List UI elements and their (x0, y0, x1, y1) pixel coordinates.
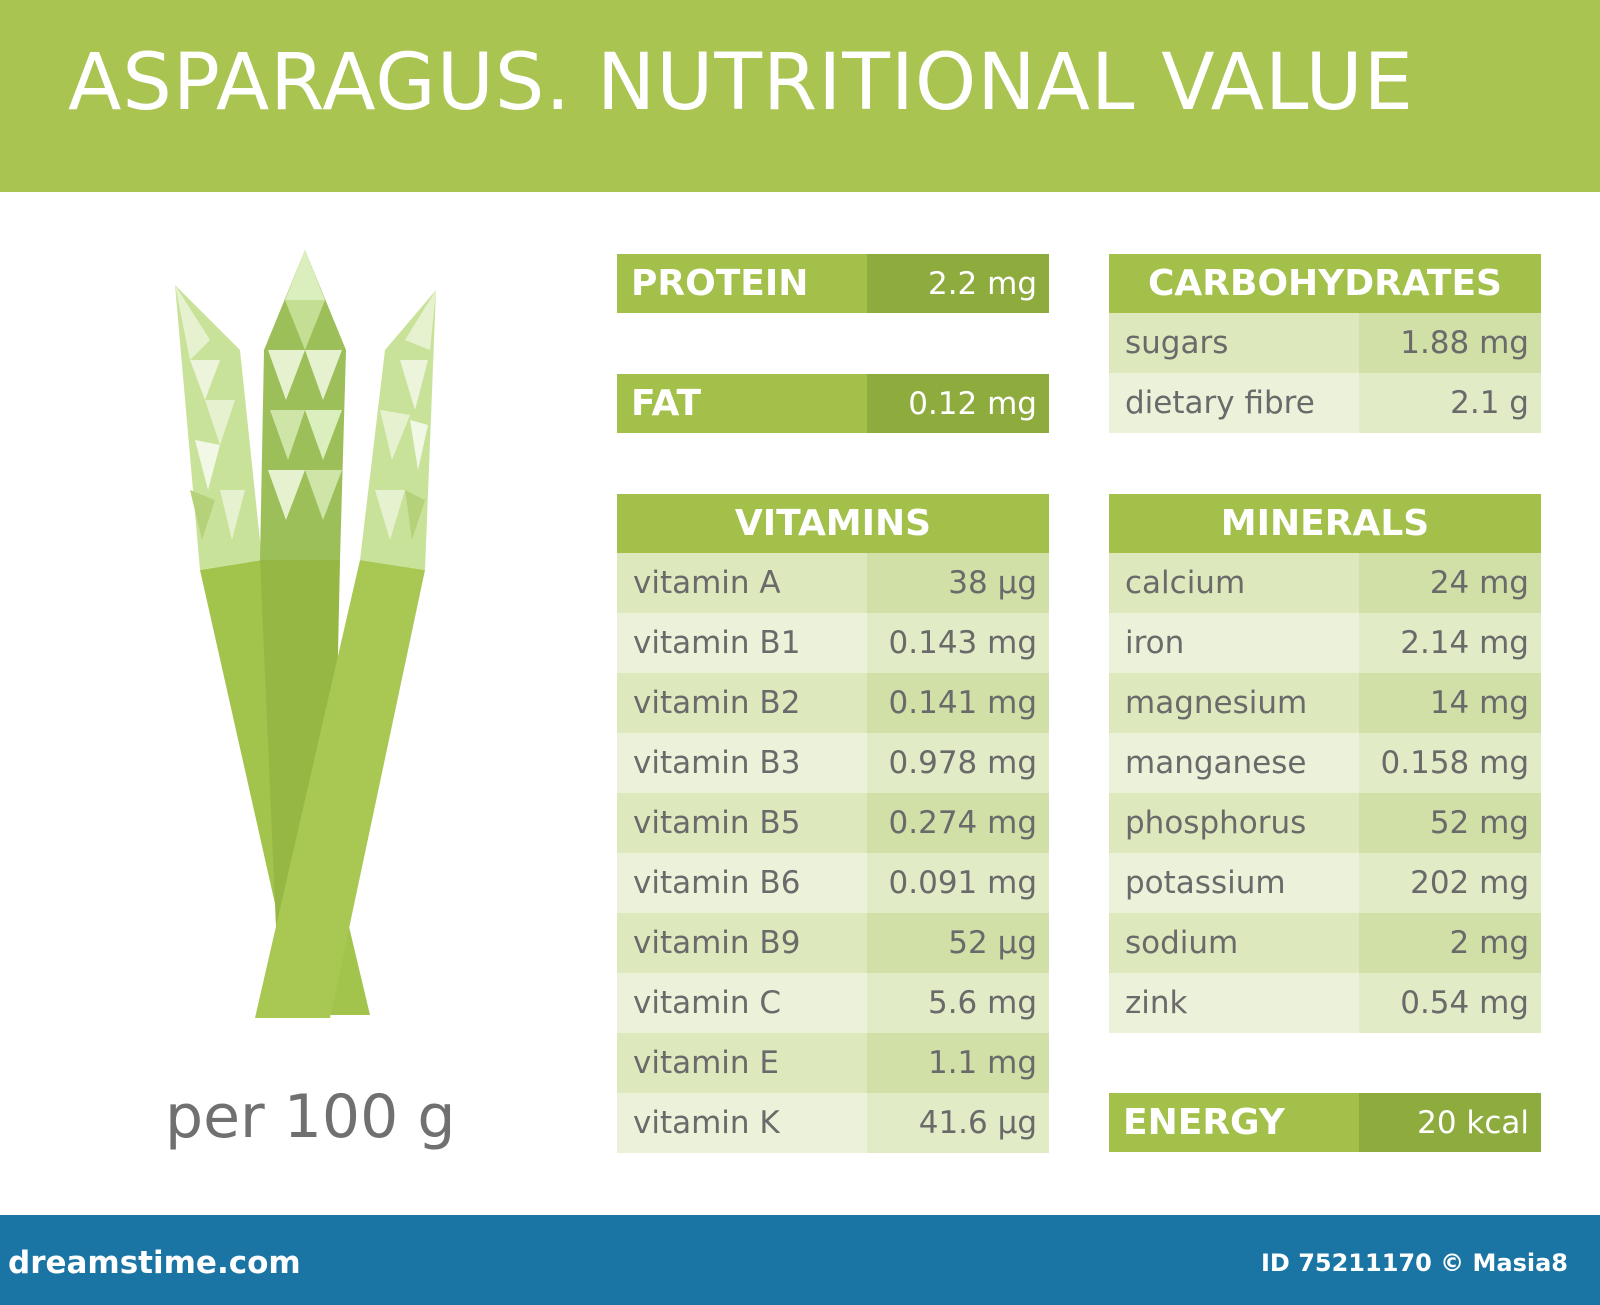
energy-value: 20 kcal (1359, 1093, 1541, 1152)
nutrient-value: 0.091 mg (867, 853, 1049, 913)
list-item: manganese 0.158 mg (1109, 733, 1541, 793)
nutrient-name: sugars (1109, 313, 1359, 373)
list-item: sugars 1.88 mg (1109, 313, 1541, 373)
nutrient-name: phosphorus (1109, 793, 1359, 853)
list-item: phosphorus 52 mg (1109, 793, 1541, 853)
footer-bar: dreamstime.com ID 75211170 © Masia8 (0, 1215, 1600, 1305)
list-item: sodium 2 mg (1109, 913, 1541, 973)
fat-card: FAT 0.12 mg (617, 374, 1049, 433)
nutrient-value: 0.274 mg (867, 793, 1049, 853)
nutrient-value: 0.978 mg (867, 733, 1049, 793)
nutrient-value: 2.14 mg (1359, 613, 1541, 673)
list-item: magnesium 14 mg (1109, 673, 1541, 733)
protein-card: PROTEIN 2.2 mg (617, 254, 1049, 313)
serving-label: per 100 g (165, 1082, 456, 1152)
nutrient-name: magnesium (1109, 673, 1359, 733)
nutrient-name: vitamin C (617, 973, 867, 1033)
nutrient-name: vitamin B1 (617, 613, 867, 673)
nutrient-name: vitamin B6 (617, 853, 867, 913)
minerals-header: MINERALS (1109, 494, 1541, 553)
list-item: vitamin K 41.6 µg (617, 1093, 1049, 1153)
page-title: ASPARAGUS. NUTRITIONAL VALUE (68, 38, 1414, 128)
list-item: vitamin B9 52 µg (617, 913, 1049, 973)
nutrient-value: 14 mg (1359, 673, 1541, 733)
fat-label: FAT (617, 374, 867, 433)
footer-logo[interactable]: dreamstime.com (8, 1245, 301, 1281)
nutrient-value: 202 mg (1359, 853, 1541, 913)
nutrient-value: 2.1 g (1359, 373, 1541, 433)
nutrient-name: sodium (1109, 913, 1359, 973)
minerals-card: MINERALS calcium 24 mg iron 2.14 mg magn… (1109, 494, 1541, 1033)
carbohydrates-header: CARBOHYDRATES (1109, 254, 1541, 313)
nutrient-value: 0.143 mg (867, 613, 1049, 673)
list-item: potassium 202 mg (1109, 853, 1541, 913)
asparagus-icon (175, 250, 436, 1018)
energy-card: ENERGY 20 kcal (1109, 1093, 1541, 1152)
list-item: calcium 24 mg (1109, 553, 1541, 613)
carbohydrates-card: CARBOHYDRATES sugars 1.88 mg dietary fib… (1109, 254, 1541, 433)
image-id: ID 75211170 © Masia8 (1261, 1249, 1568, 1277)
list-item: vitamin B3 0.978 mg (617, 733, 1049, 793)
nutrient-value: 24 mg (1359, 553, 1541, 613)
nutrient-name: vitamin B3 (617, 733, 867, 793)
nutrient-name: vitamin B2 (617, 673, 867, 733)
fat-value: 0.12 mg (867, 374, 1049, 433)
right-spear (255, 290, 436, 1018)
nutrient-name: vitamin B9 (617, 913, 867, 973)
list-item: vitamin C 5.6 mg (617, 973, 1049, 1033)
nutrient-name: vitamin E (617, 1033, 867, 1093)
nutrient-name: potassium (1109, 853, 1359, 913)
list-item: zink 0.54 mg (1109, 973, 1541, 1033)
list-item: vitamin B1 0.143 mg (617, 613, 1049, 673)
header-banner: ASPARAGUS. NUTRITIONAL VALUE (0, 0, 1600, 192)
nutrient-name: vitamin A (617, 553, 867, 613)
nutrient-name: dietary fibre (1109, 373, 1359, 433)
nutrient-value: 5.6 mg (867, 973, 1049, 1033)
list-item: dietary fibre 2.1 g (1109, 373, 1541, 433)
list-item: vitamin E 1.1 mg (617, 1033, 1049, 1093)
nutrient-value: 0.141 mg (867, 673, 1049, 733)
nutrient-name: iron (1109, 613, 1359, 673)
nutrient-value: 41.6 µg (867, 1093, 1049, 1153)
nutrient-value: 1.1 mg (867, 1033, 1049, 1093)
nutrient-name: zink (1109, 973, 1359, 1033)
vitamins-header: VITAMINS (617, 494, 1049, 553)
nutrient-value: 52 µg (867, 913, 1049, 973)
nutrient-value: 52 mg (1359, 793, 1541, 853)
list-item: vitamin B2 0.141 mg (617, 673, 1049, 733)
nutrient-value: 0.54 mg (1359, 973, 1541, 1033)
nutrient-value: 2 mg (1359, 913, 1541, 973)
nutrient-name: vitamin K (617, 1093, 867, 1153)
list-item: iron 2.14 mg (1109, 613, 1541, 673)
energy-label: ENERGY (1109, 1093, 1359, 1152)
protein-label: PROTEIN (617, 254, 867, 313)
list-item: vitamin A 38 µg (617, 553, 1049, 613)
nutrient-value: 38 µg (867, 553, 1049, 613)
list-item: vitamin B6 0.091 mg (617, 853, 1049, 913)
nutrient-name: calcium (1109, 553, 1359, 613)
nutrient-value: 0.158 mg (1359, 733, 1541, 793)
protein-value: 2.2 mg (867, 254, 1049, 313)
list-item: vitamin B5 0.274 mg (617, 793, 1049, 853)
nutrient-name: vitamin B5 (617, 793, 867, 853)
nutrient-value: 1.88 mg (1359, 313, 1541, 373)
nutrient-name: manganese (1109, 733, 1359, 793)
vitamins-card: VITAMINS vitamin A 38 µg vitamin B1 0.14… (617, 494, 1049, 1153)
